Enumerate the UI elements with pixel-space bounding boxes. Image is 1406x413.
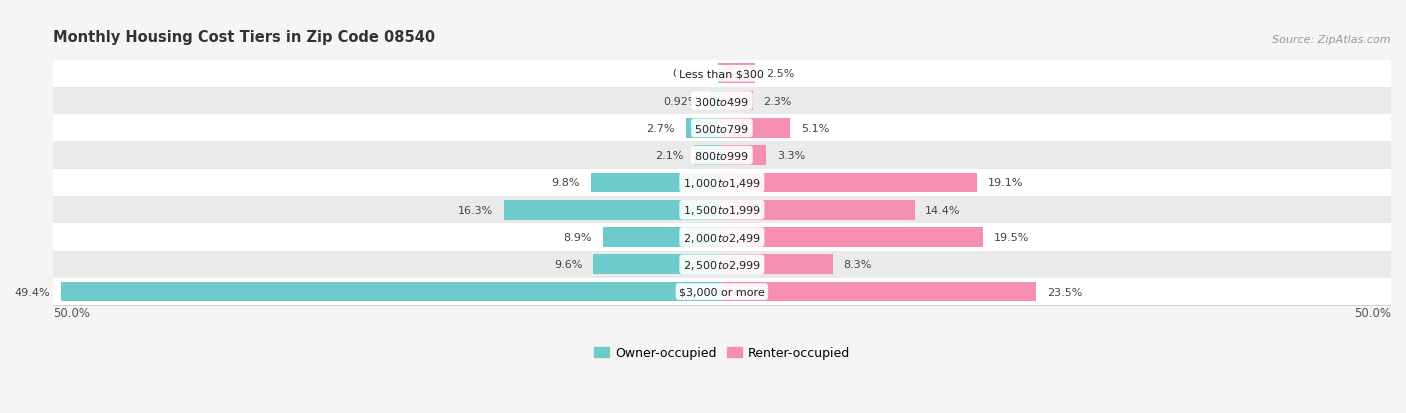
- Text: 19.1%: 19.1%: [988, 178, 1024, 188]
- Text: 8.3%: 8.3%: [844, 260, 872, 270]
- Text: $1,500 to $1,999: $1,500 to $1,999: [683, 204, 761, 217]
- Text: $800 to $999: $800 to $999: [695, 150, 749, 162]
- Text: 2.3%: 2.3%: [763, 96, 792, 106]
- Text: $2,500 to $2,999: $2,500 to $2,999: [683, 258, 761, 271]
- Text: 0.92%: 0.92%: [664, 96, 699, 106]
- Bar: [46, 278, 1398, 306]
- Bar: [60, 282, 721, 301]
- Bar: [710, 92, 721, 111]
- Bar: [721, 228, 983, 247]
- Text: 2.5%: 2.5%: [766, 69, 794, 79]
- Bar: [46, 142, 1398, 169]
- Text: 5.1%: 5.1%: [801, 123, 830, 133]
- Bar: [46, 115, 1398, 142]
- Bar: [721, 200, 914, 220]
- Bar: [721, 173, 977, 193]
- Text: 2.1%: 2.1%: [655, 151, 683, 161]
- Bar: [46, 197, 1398, 224]
- Text: 0.28%: 0.28%: [672, 69, 707, 79]
- Bar: [721, 255, 832, 275]
- Text: $300 to $499: $300 to $499: [695, 95, 749, 107]
- Text: 16.3%: 16.3%: [458, 205, 494, 215]
- Text: 9.8%: 9.8%: [551, 178, 581, 188]
- Bar: [721, 119, 790, 138]
- Text: $1,000 to $1,499: $1,000 to $1,499: [683, 176, 761, 190]
- Text: Source: ZipAtlas.com: Source: ZipAtlas.com: [1272, 35, 1391, 45]
- Text: 19.5%: 19.5%: [994, 233, 1029, 242]
- Text: 14.4%: 14.4%: [925, 205, 960, 215]
- Bar: [721, 64, 755, 84]
- Text: Less than $300: Less than $300: [679, 69, 765, 79]
- Text: 49.4%: 49.4%: [14, 287, 51, 297]
- Bar: [721, 92, 752, 111]
- Bar: [46, 60, 1398, 88]
- Text: 50.0%: 50.0%: [53, 306, 90, 319]
- Bar: [718, 64, 721, 84]
- Text: $2,000 to $2,499: $2,000 to $2,499: [683, 231, 761, 244]
- Bar: [503, 200, 721, 220]
- Text: Monthly Housing Cost Tiers in Zip Code 08540: Monthly Housing Cost Tiers in Zip Code 0…: [53, 30, 434, 45]
- Bar: [603, 228, 721, 247]
- Text: 50.0%: 50.0%: [1354, 306, 1391, 319]
- Text: 8.9%: 8.9%: [564, 233, 592, 242]
- Text: 3.3%: 3.3%: [776, 151, 806, 161]
- Bar: [46, 88, 1398, 115]
- Text: 9.6%: 9.6%: [554, 260, 582, 270]
- Bar: [46, 251, 1398, 278]
- Bar: [591, 173, 721, 193]
- Bar: [46, 224, 1398, 251]
- Bar: [721, 146, 766, 166]
- Text: 23.5%: 23.5%: [1047, 287, 1083, 297]
- Bar: [686, 119, 721, 138]
- Bar: [721, 282, 1036, 301]
- Bar: [46, 169, 1398, 197]
- Legend: Owner-occupied, Renter-occupied: Owner-occupied, Renter-occupied: [589, 342, 855, 364]
- Bar: [693, 146, 721, 166]
- Text: $3,000 or more: $3,000 or more: [679, 287, 765, 297]
- Bar: [593, 255, 721, 275]
- Text: 2.7%: 2.7%: [647, 123, 675, 133]
- Text: $500 to $799: $500 to $799: [695, 123, 749, 135]
